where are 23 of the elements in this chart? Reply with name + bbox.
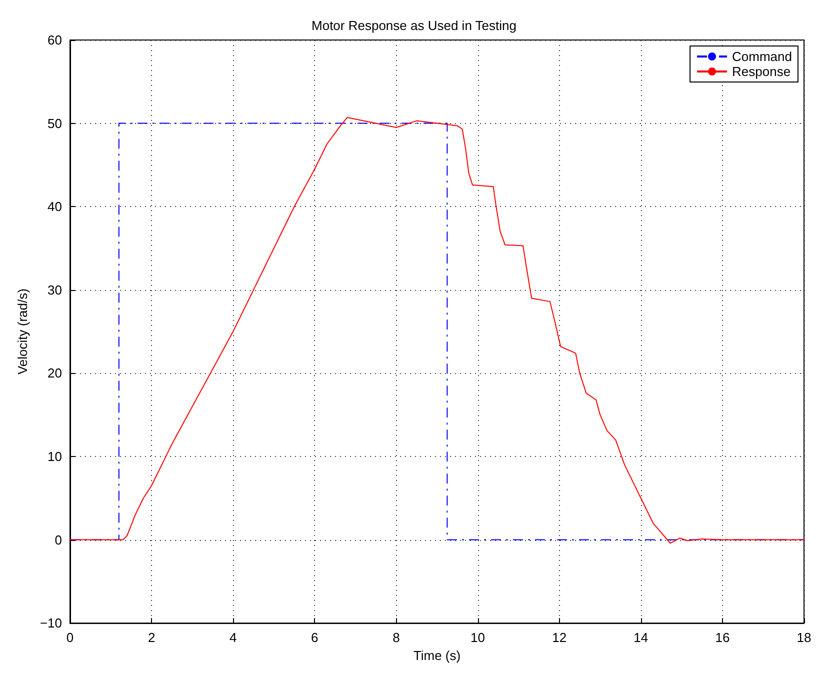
y-tick-label: 30: [48, 282, 62, 298]
x-tick-label: 18: [796, 630, 812, 646]
y-tick-label: 40: [48, 199, 62, 214]
y-tick-label: 0: [54, 532, 62, 548]
legend-label: Response: [732, 64, 791, 79]
x-tick-label: 14: [634, 630, 648, 646]
x-tick-label: 10: [470, 630, 486, 646]
y-tick-label: 60: [48, 32, 62, 48]
y-tick-label: 10: [48, 449, 62, 464]
x-tick-label: 4: [229, 630, 237, 646]
x-tick-label: 8: [392, 630, 400, 646]
legend-label: Command: [732, 49, 792, 64]
y-tick-label: −10: [40, 616, 62, 631]
x-tick-label: 16: [715, 630, 730, 646]
chart-title: Motor Response as Used in Testing: [312, 18, 516, 33]
y-axis-title: Velocity (rad/s): [15, 288, 30, 375]
y-tick-label: 50: [48, 116, 62, 131]
x-axis-title: Time (s): [413, 648, 461, 663]
y-tick-label: 20: [48, 366, 62, 381]
x-tick-label: 2: [148, 630, 156, 646]
x-tick-label: 6: [311, 630, 318, 646]
x-tick-label: 12: [552, 630, 567, 646]
x-tick-label: 0: [66, 630, 74, 646]
